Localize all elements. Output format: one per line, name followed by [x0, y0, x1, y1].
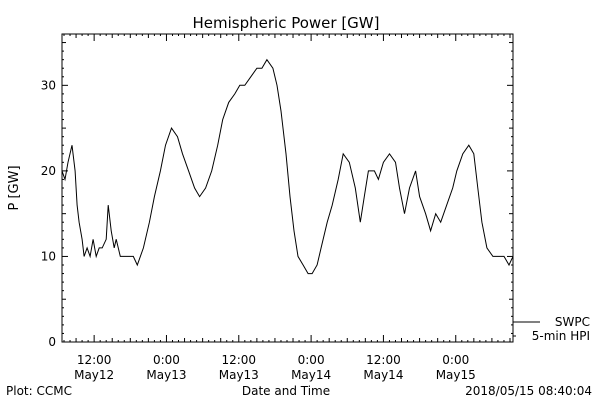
footer-credit: Plot: CCMC: [6, 384, 72, 398]
y-tick-label: 0: [48, 335, 56, 349]
series-line-swpc: [61, 58, 514, 275]
legend-label-hpi: 5-min HPI: [532, 329, 590, 343]
x-tick-label-time: 12:00: [366, 353, 401, 367]
legend-label-swpc: SWPC: [555, 315, 590, 329]
x-tick-label-date: May14: [363, 368, 403, 382]
y-axis-label: P [GW]: [7, 165, 22, 210]
series-layer: [61, 58, 514, 275]
x-tick-label-time: 0:00: [298, 353, 325, 367]
x-tick-label-time: 0:00: [153, 353, 180, 367]
footer-timestamp: 2018/05/15 08:40:04: [465, 384, 592, 398]
x-tick-label-date: May15: [436, 368, 476, 382]
x-tick-label-date: May12: [74, 368, 114, 382]
x-tick-label-time: 12:00: [77, 353, 112, 367]
legend: SWPC 5-min HPI: [513, 315, 590, 343]
y-tick-label: 20: [41, 164, 56, 178]
y-tick-label: 10: [41, 249, 56, 263]
y-axis: 0 10 20 30: [41, 33, 513, 349]
x-tick-label-time: 12:00: [221, 353, 256, 367]
x-axis-label: Date and Time: [242, 384, 330, 398]
x-tick-label-time: 0:00: [442, 353, 469, 367]
chart-title: Hemispheric Power [GW]: [193, 14, 380, 32]
y-tick-label: 30: [41, 78, 56, 92]
plot-frame: [61, 33, 514, 343]
x-tick-label-date: May13: [146, 368, 186, 382]
x-axis: 12:00May120:00May1312:00May130:00May1412…: [63, 34, 511, 382]
x-tick-label-date: May13: [219, 368, 259, 382]
x-tick-label-date: May14: [291, 368, 331, 382]
